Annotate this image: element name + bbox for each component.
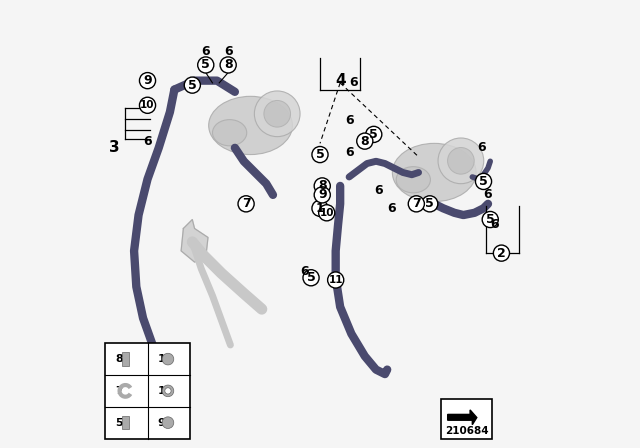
Text: 5: 5 (369, 128, 378, 141)
Text: 5: 5 (426, 197, 434, 211)
Text: 6: 6 (224, 45, 232, 58)
Text: 5: 5 (115, 418, 123, 428)
Circle shape (162, 385, 174, 397)
Text: 7: 7 (412, 197, 420, 211)
Text: 6: 6 (477, 141, 486, 155)
Polygon shape (448, 410, 477, 425)
Text: 5: 5 (316, 148, 324, 161)
Text: 6: 6 (202, 45, 210, 58)
Ellipse shape (392, 143, 476, 202)
Text: 5: 5 (188, 78, 196, 92)
Circle shape (162, 417, 174, 428)
Bar (122, 353, 129, 366)
Text: 5: 5 (479, 175, 488, 188)
Circle shape (438, 138, 484, 184)
Text: 7: 7 (115, 386, 123, 396)
Circle shape (303, 270, 319, 286)
Text: 6: 6 (143, 134, 152, 148)
Circle shape (184, 77, 200, 93)
Ellipse shape (396, 167, 431, 193)
Text: 9: 9 (143, 74, 152, 87)
Circle shape (493, 245, 509, 261)
Text: 4: 4 (335, 73, 346, 88)
Circle shape (312, 200, 328, 216)
Bar (441, 399, 493, 439)
Text: 5: 5 (486, 213, 495, 226)
Circle shape (140, 73, 156, 89)
Circle shape (220, 57, 236, 73)
Text: 6: 6 (349, 76, 358, 90)
Circle shape (356, 133, 373, 149)
Circle shape (312, 146, 328, 163)
Text: 9: 9 (157, 418, 166, 428)
Text: 2: 2 (497, 246, 506, 260)
Text: 6: 6 (490, 217, 499, 231)
Text: 10: 10 (319, 208, 334, 218)
Text: 6: 6 (300, 264, 308, 278)
Text: 6: 6 (374, 184, 383, 197)
Text: 8: 8 (115, 354, 123, 364)
Text: 10: 10 (140, 100, 155, 110)
Circle shape (254, 91, 300, 137)
Ellipse shape (209, 96, 292, 155)
Circle shape (328, 272, 344, 288)
Circle shape (314, 187, 330, 203)
Text: 7: 7 (242, 197, 250, 211)
Bar (122, 416, 129, 429)
Circle shape (162, 353, 174, 365)
Circle shape (482, 211, 499, 228)
Text: 1: 1 (316, 202, 324, 215)
Bar (105, 343, 190, 439)
Text: 6: 6 (387, 202, 396, 215)
Circle shape (314, 178, 330, 194)
Text: 5: 5 (307, 271, 316, 284)
Circle shape (476, 173, 492, 190)
Text: 10: 10 (157, 386, 173, 396)
Circle shape (165, 388, 171, 394)
Text: 8: 8 (318, 179, 326, 193)
Text: 9: 9 (318, 188, 326, 202)
Polygon shape (181, 220, 208, 262)
Circle shape (408, 196, 424, 212)
Circle shape (198, 57, 214, 73)
Circle shape (319, 205, 335, 221)
Ellipse shape (212, 120, 247, 146)
Text: 11: 11 (157, 354, 173, 364)
Circle shape (365, 126, 382, 142)
Text: 8: 8 (224, 58, 232, 72)
Text: 210684: 210684 (445, 426, 488, 436)
Text: 3: 3 (109, 140, 119, 155)
Text: 8: 8 (360, 134, 369, 148)
Circle shape (447, 147, 474, 174)
Text: 6: 6 (345, 114, 353, 128)
Text: 6: 6 (345, 146, 353, 159)
Text: 6: 6 (484, 188, 492, 202)
Text: 11: 11 (328, 275, 343, 285)
Text: 5: 5 (202, 58, 210, 72)
Circle shape (238, 196, 254, 212)
Circle shape (264, 100, 291, 127)
Circle shape (140, 97, 156, 113)
Circle shape (422, 196, 438, 212)
